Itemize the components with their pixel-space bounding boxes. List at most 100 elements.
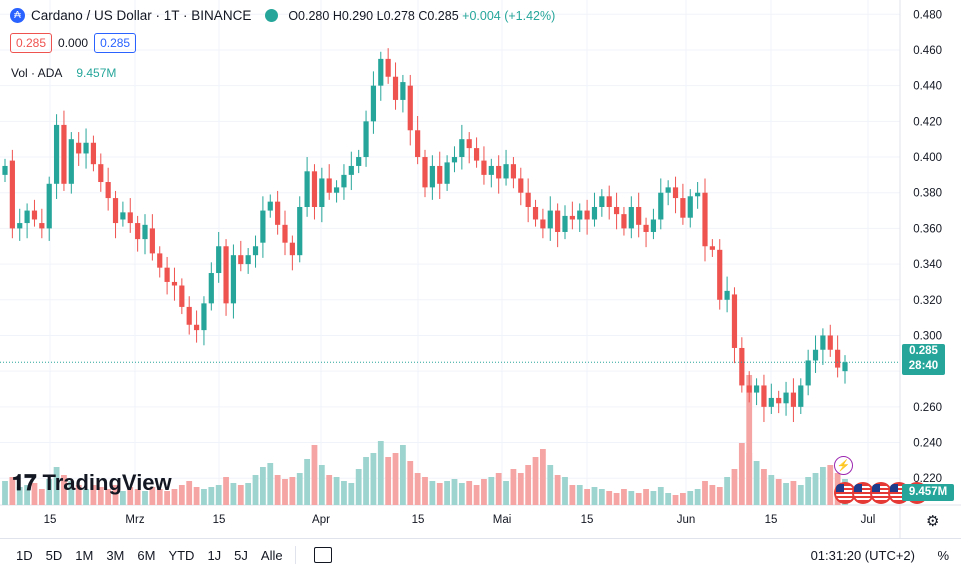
- timeframe-5j[interactable]: 5J: [234, 547, 248, 563]
- x-tick-label: 15: [44, 514, 57, 526]
- candle-body: [650, 219, 657, 232]
- candle-body: [473, 148, 480, 161]
- y-tick-label: 0.420: [913, 116, 942, 128]
- volume-bar: [38, 489, 45, 505]
- timeframe-1j[interactable]: 1J: [207, 547, 222, 563]
- volume-bar: [458, 483, 465, 505]
- candle-body: [319, 178, 325, 207]
- candle-body: [370, 85, 377, 122]
- volume-bar: [178, 485, 185, 505]
- candle-body: [437, 165, 443, 184]
- volume-bar: [591, 487, 598, 505]
- volume-bar: [576, 485, 583, 505]
- candle-body: [142, 224, 148, 240]
- candle-body: [17, 223, 23, 229]
- volume-bar: [105, 489, 112, 505]
- candle-body: [798, 385, 804, 407]
- candle-body: [326, 178, 332, 193]
- volume-bar: [525, 465, 532, 505]
- candle-body: [525, 192, 531, 207]
- clock-timezone[interactable]: 01:31:20 (UTC+2): [810, 547, 915, 563]
- candle-body: [835, 349, 841, 368]
- candle-body: [820, 335, 826, 350]
- ask-button[interactable]: 0.285: [94, 33, 137, 53]
- volume-bar: [738, 443, 745, 505]
- candle-body: [363, 121, 369, 158]
- volume-bar: [385, 457, 392, 505]
- candle-body: [193, 324, 200, 331]
- volume-bar: [355, 469, 362, 505]
- volume-bar: [414, 473, 421, 505]
- x-tick-label: Jun: [677, 514, 696, 526]
- volume-bar: [554, 475, 561, 505]
- open-value: O0.280: [288, 8, 330, 23]
- volume-bar: [348, 483, 355, 505]
- volume-bar: [61, 475, 67, 505]
- us-flag-icon[interactable]: [870, 482, 892, 504]
- settings-gear-icon[interactable]: ⚙: [926, 513, 940, 530]
- time-axis: 15 Mrz 15 Apr 15 Mai 15 Jun 15 Jul: [44, 514, 876, 526]
- volume-bar: [392, 453, 399, 505]
- divider: [294, 546, 296, 564]
- volume-bar: [444, 481, 451, 505]
- volume-bar: [164, 491, 171, 505]
- volume-bar: [628, 491, 635, 505]
- candle-body: [768, 397, 774, 407]
- volume-bar: [709, 485, 716, 505]
- candle-body: [680, 198, 686, 218]
- volume-bar: [223, 477, 229, 505]
- y-tick-label: 0.480: [913, 9, 942, 21]
- candle-body: [599, 196, 605, 207]
- percent-toggle[interactable]: %: [937, 547, 949, 563]
- volume-bar: [259, 467, 266, 505]
- timeframe-3m[interactable]: 3M: [106, 547, 125, 563]
- timeframe-5d[interactable]: 5D: [45, 547, 63, 563]
- x-tick-label: 15: [765, 514, 778, 526]
- volume-legend: Vol · ADA 9.457M: [11, 66, 116, 80]
- timeframe-6m[interactable]: 6M: [137, 547, 156, 563]
- candle-body: [267, 201, 273, 211]
- lightning-icon[interactable]: ⚡: [834, 456, 853, 475]
- volume-bar: [650, 491, 657, 505]
- candle-body: [665, 187, 671, 193]
- price-axis: 0.480 0.460 0.440 0.420 0.400 0.380 0.360 0.340…: [913, 9, 942, 485]
- volume-bar: [790, 481, 797, 505]
- bid-button[interactable]: 0.285: [10, 33, 53, 53]
- x-tick-label: Mai: [493, 514, 512, 526]
- volume-bar: [237, 485, 244, 505]
- volume-bar: [377, 441, 384, 505]
- candle-body: [378, 58, 384, 86]
- volume-bar: [156, 489, 163, 505]
- timeframe-1m[interactable]: 1M: [75, 547, 94, 563]
- volume-bar: [370, 453, 377, 505]
- bid-ask-row: 0.285 0.000 0.285: [10, 33, 137, 53]
- tradingview-logo[interactable]: 𝟏𝟕 TradingView: [12, 470, 172, 496]
- candle-body: [149, 228, 155, 254]
- candle-body: [532, 206, 539, 220]
- candle-body: [216, 246, 222, 274]
- candle-body: [776, 397, 782, 404]
- events-marker[interactable]: ⚡: [834, 456, 853, 475]
- candle-body: [186, 306, 192, 325]
- x-tick-label: 15: [213, 514, 226, 526]
- candle-body: [628, 206, 634, 229]
- candle-body: [672, 187, 679, 199]
- candle-body: [569, 215, 575, 220]
- candle-body: [415, 130, 421, 158]
- timeframe-1d[interactable]: 1D: [16, 547, 33, 563]
- candle-body: [562, 215, 568, 232]
- calendar-range-icon[interactable]: [313, 547, 332, 563]
- price-chart[interactable]: 0.480 0.460 0.440 0.420 0.400 0.380 0.360 0.340…: [0, 0, 961, 538]
- volume-bar: [746, 375, 753, 505]
- volume-bar: [97, 487, 104, 505]
- timeframe-ytd[interactable]: YTD: [168, 547, 195, 563]
- candle-body: [658, 192, 664, 220]
- candle-body: [753, 385, 760, 393]
- timeframe-alle[interactable]: Alle: [260, 547, 283, 563]
- volume-bar: [289, 477, 296, 505]
- symbol-title[interactable]: Cardano / US Dollar · 1T · BINANCE: [31, 8, 252, 23]
- volume-bar: [326, 475, 333, 505]
- volume-bar: [753, 461, 760, 505]
- volume-bar: [296, 473, 303, 505]
- volume-bar: [761, 469, 767, 505]
